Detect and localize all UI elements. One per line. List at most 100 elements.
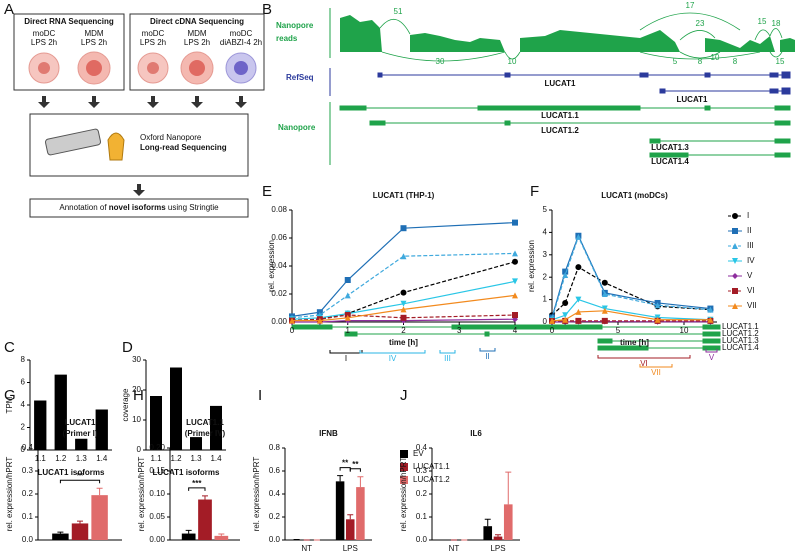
region-label: VI [640, 359, 648, 368]
chart-title: LUCAT1 (THP-1) [373, 191, 435, 200]
y-tick-label: 10 [132, 415, 141, 424]
marker [512, 292, 518, 299]
series-line [291, 280, 516, 320]
tracks: Nanopore reads RefSeq LUCAT1 LUCAT1 Nano… [276, 8, 795, 166]
legend-swatch [400, 476, 408, 484]
legend-label: VI [747, 286, 755, 295]
marker [344, 292, 351, 299]
chart-title: LUCAT1 [65, 418, 97, 427]
exon [769, 88, 779, 94]
x-tick-label: 1.1 [150, 454, 162, 463]
arrows [38, 96, 247, 196]
y-tick-label: 0.6 [269, 466, 281, 475]
y-tick-label: 20 [132, 385, 141, 394]
box [29, 198, 249, 218]
region-bracket [705, 349, 718, 353]
error-bar [347, 514, 354, 520]
exon [504, 120, 511, 126]
chart: 0.0 0.1 0.2 0.3 0.4 rel. expression/hPRT IL6 NT… [399, 429, 520, 553]
marker [562, 312, 569, 319]
y-tick-label: 0.0 [416, 535, 428, 544]
exon [702, 324, 721, 330]
arrow [235, 96, 247, 108]
marker [732, 273, 738, 279]
bar [493, 536, 503, 540]
significance-bracket [188, 487, 206, 491]
chart-title: IFNB [319, 429, 338, 438]
error-bar [96, 487, 103, 496]
marker [707, 316, 714, 323]
sample: MDM [84, 29, 103, 38]
marker [549, 317, 555, 324]
marker [562, 268, 569, 275]
x-tick-label: 1 [346, 326, 351, 335]
x-tick-label: 4 [513, 326, 518, 335]
y-tick-label: 0.15 [149, 466, 165, 475]
legend-label: I [747, 211, 749, 220]
series-line [551, 235, 711, 319]
bar [214, 535, 229, 540]
y-tick-label: 0.4 [269, 489, 281, 498]
bar [356, 487, 365, 540]
marker [512, 312, 518, 318]
y-tick-label: 0.3 [416, 466, 428, 475]
region-label: V [709, 353, 715, 362]
box-title: Direct cDNA Sequencing [150, 17, 244, 26]
exon [377, 72, 383, 78]
arc [754, 29, 771, 41]
marker [344, 314, 351, 321]
legend-label: VII [747, 301, 757, 310]
x-tick-label: 1.3 [190, 454, 202, 463]
y-axis-label: rel. expression [527, 240, 536, 292]
transcript-label: LUCAT1.4 [722, 343, 759, 352]
y-tick-label: 6 [21, 378, 26, 387]
y-axis-label: rel. expression/hPRT [399, 457, 408, 532]
x-axis-label: LUCAT1 isoforms [38, 468, 106, 477]
chart-title: LUCAT1.1 [186, 418, 224, 427]
marker [512, 278, 518, 285]
marker [400, 253, 407, 260]
transcript-label: LUCAT1.2 [722, 329, 759, 338]
significance-label: *** [192, 479, 202, 488]
series-line [551, 298, 711, 321]
exon [781, 87, 791, 95]
marker [575, 233, 582, 240]
chart: 0.00 0.02 0.04 0.06 0.08 rel. expression time … [267, 191, 518, 347]
sample: diABZI-4 2h [220, 38, 262, 47]
box [129, 13, 265, 91]
error-bar [357, 476, 364, 488]
y-tick-label: 0.2 [22, 489, 34, 498]
bar [54, 374, 67, 450]
x-axis-label: time [h] [389, 338, 418, 347]
exon [774, 120, 791, 126]
marker [316, 317, 323, 324]
bar [335, 481, 345, 540]
bar [150, 396, 162, 450]
marker [707, 306, 714, 313]
junction-count: 15 [758, 17, 767, 26]
sample: moDC [142, 29, 165, 38]
marker [400, 300, 407, 307]
arc [379, 19, 411, 35]
marker [512, 250, 518, 257]
y-tick-label: 0.2 [269, 512, 281, 521]
junction-count: 8 [698, 57, 703, 66]
error-bar [484, 518, 491, 527]
marker [575, 308, 582, 315]
x-tick-label: 3 [457, 326, 462, 335]
region-bracket [439, 350, 456, 354]
bar [210, 405, 222, 450]
significance-bracket [59, 479, 101, 484]
y-tick-label: 2 [21, 423, 26, 432]
transcript-label: LUCAT1.1 [722, 322, 759, 331]
y-tick-label: 30 [132, 355, 141, 364]
error-bar [57, 531, 64, 534]
region-bracket [597, 355, 691, 359]
marker [601, 291, 608, 297]
x-tick-label: 1.3 [76, 454, 88, 463]
region-label: II [485, 352, 489, 361]
y-tick-label: 0.2 [416, 489, 428, 498]
seq-label: Long-read Sequencing [140, 143, 227, 152]
